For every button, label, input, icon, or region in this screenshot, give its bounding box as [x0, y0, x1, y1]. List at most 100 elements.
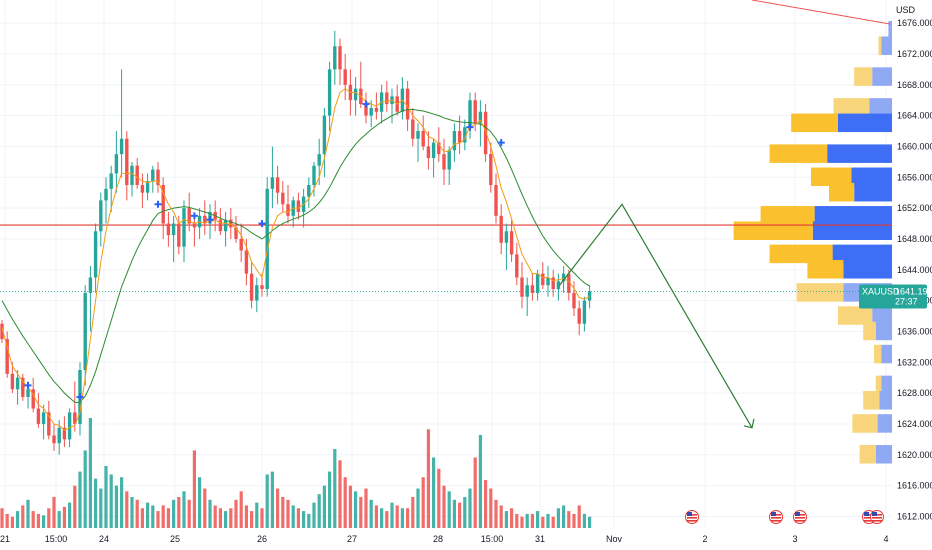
- chart-grid: [0, 0, 892, 528]
- volume-bar: [291, 505, 295, 528]
- volume-bar: [203, 488, 207, 528]
- candle: [104, 177, 108, 224]
- trend-line[interactable]: [751, 0, 891, 25]
- volume-bar: [577, 505, 581, 528]
- volume-bar: [494, 499, 498, 528]
- candle: [468, 92, 472, 139]
- volume-bar: [208, 499, 212, 528]
- candle: [93, 223, 98, 293]
- volume-bar: [421, 477, 425, 528]
- time-tick: 27: [347, 534, 357, 544]
- vp-buy-bar: [833, 98, 870, 117]
- volume-bar: [21, 505, 25, 528]
- volume-bar: [260, 508, 264, 528]
- vp-buy-bar: [769, 144, 828, 163]
- candle: [379, 84, 384, 124]
- volume-bar: [36, 513, 40, 528]
- candle: [421, 115, 425, 151]
- projection-arrow[interactable]: [559, 203, 755, 429]
- price-tick: 1616.000: [897, 481, 932, 491]
- volume-bar: [473, 457, 477, 528]
- candle: [530, 273, 535, 301]
- time-tick: 26: [257, 534, 267, 544]
- volume-histogram: [0, 418, 592, 528]
- candle: [296, 192, 301, 220]
- price-tick: 1652.000: [897, 203, 932, 213]
- candle: [255, 277, 259, 313]
- ma-slow-line: [1, 108, 590, 403]
- candle: [385, 80, 389, 112]
- candle: [535, 269, 540, 301]
- current-price-value: 1641.190: [895, 286, 932, 296]
- volume-bar: [572, 513, 576, 528]
- vp-buy-bar: [863, 391, 880, 410]
- volume-bar: [468, 488, 472, 528]
- vp-sell-bar: [888, 21, 892, 40]
- volume-bar: [525, 513, 529, 528]
- volume-bar: [333, 449, 337, 528]
- volume-bar: [442, 485, 446, 528]
- candle: [369, 100, 373, 128]
- volume-bar: [151, 505, 155, 528]
- cross-marker: [190, 212, 198, 220]
- candle: [478, 100, 483, 147]
- candle: [192, 215, 197, 247]
- price-axis[interactable]: USD 1676.000 1672.000 1668.000 1664.000 1660…: [859, 0, 932, 550]
- candle: [171, 215, 176, 263]
- candle: [166, 211, 171, 247]
- vp-sell-bar: [869, 98, 892, 117]
- candle: [567, 269, 571, 301]
- candle: [249, 262, 254, 309]
- candle: [130, 161, 134, 197]
- volume-bar: [504, 511, 508, 528]
- cross-marker: [362, 100, 370, 108]
- vp-sell-bar: [814, 206, 892, 225]
- volume-bar: [437, 468, 441, 528]
- volume-bar: [354, 491, 358, 528]
- candle: [431, 138, 436, 178]
- volume-bar: [556, 508, 560, 528]
- time-tick: 15:00: [481, 534, 504, 544]
- volume-bar: [166, 508, 170, 528]
- candle: [83, 285, 87, 386]
- volume-bar: [109, 474, 113, 528]
- volume-bar: [447, 491, 451, 528]
- price-tick: 1612.000: [897, 511, 932, 521]
- candle: [489, 142, 493, 193]
- candle: [223, 211, 228, 247]
- us-flag-icon: [793, 510, 807, 524]
- volume-bar: [270, 471, 274, 528]
- volume-bar: [83, 450, 87, 528]
- economic-event-flags[interactable]: [685, 510, 884, 524]
- volume-bar: [146, 502, 150, 528]
- signal-markers: [24, 100, 505, 401]
- volume-bar: [224, 511, 228, 528]
- candle: [577, 300, 581, 336]
- time-tick: 4: [883, 534, 888, 544]
- vp-sell-bar: [875, 321, 892, 341]
- time-axis[interactable]: 21 15:00 24 25 26 27 28 15:00 31 Nov 2 3 4: [0, 534, 889, 544]
- volume-bar: [380, 508, 384, 528]
- volume-profile: [733, 21, 892, 464]
- candle: [156, 161, 160, 193]
- candle: [515, 242, 519, 286]
- vp-buy-bar: [796, 283, 844, 302]
- vp-buy-bar: [874, 344, 882, 364]
- candle: [572, 281, 576, 317]
- volume-bar: [458, 502, 462, 528]
- vp-sell-bar: [832, 244, 892, 264]
- candle: [187, 192, 191, 232]
- volume-bar: [239, 491, 243, 528]
- candle: [47, 400, 51, 440]
- volume-bar: [374, 505, 378, 528]
- volume-bar: [406, 508, 410, 528]
- volume-bar: [229, 508, 233, 528]
- volume-bar: [520, 516, 524, 528]
- candle: [41, 404, 46, 440]
- volume-bar: [588, 516, 592, 528]
- candle: [395, 84, 399, 116]
- candle-countdown: 27:37: [895, 296, 918, 306]
- candle: [333, 30, 337, 85]
- vp-sell-bar: [881, 344, 892, 364]
